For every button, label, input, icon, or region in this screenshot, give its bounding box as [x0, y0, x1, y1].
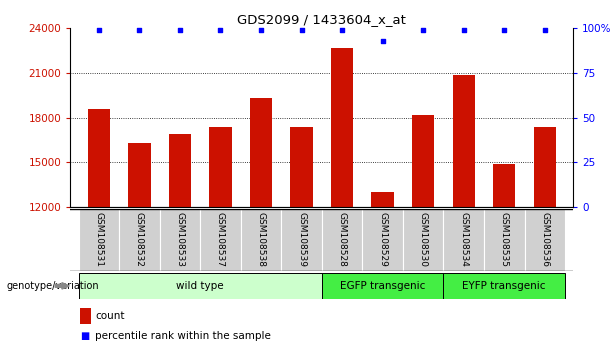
Point [337, 27, 347, 33]
Text: EGFP transgenic: EGFP transgenic [340, 281, 425, 291]
Text: GSM108531: GSM108531 [94, 212, 104, 267]
Bar [209, 127, 232, 207]
Title: GDS2099 / 1433604_x_at: GDS2099 / 1433604_x_at [237, 13, 406, 26]
Bar [159, 209, 200, 271]
Text: GSM108535: GSM108535 [500, 212, 509, 267]
Bar [412, 115, 435, 207]
Point [297, 27, 306, 33]
Bar [331, 48, 353, 207]
Text: genotype/variation: genotype/variation [6, 281, 99, 291]
Bar [88, 109, 110, 207]
Bar [291, 127, 313, 207]
Text: GSM108532: GSM108532 [135, 212, 144, 267]
Bar [443, 209, 484, 271]
Point [459, 27, 468, 33]
Bar [322, 209, 362, 271]
Bar [362, 209, 403, 271]
Bar [128, 143, 151, 207]
Bar [78, 273, 322, 299]
Point [134, 27, 144, 33]
Text: GSM108536: GSM108536 [540, 212, 549, 267]
Bar [322, 273, 443, 299]
Bar [241, 209, 281, 271]
Point [500, 27, 509, 33]
Bar [484, 209, 525, 271]
Bar [493, 164, 516, 207]
Text: percentile rank within the sample: percentile rank within the sample [95, 331, 271, 341]
Bar [78, 209, 119, 271]
Point [418, 27, 428, 33]
Point [94, 27, 104, 33]
Text: GSM108528: GSM108528 [338, 212, 346, 267]
Bar [452, 74, 475, 207]
Text: count: count [95, 311, 124, 321]
Text: ■: ■ [80, 331, 90, 341]
Text: GSM108529: GSM108529 [378, 212, 387, 267]
Bar [250, 98, 272, 207]
Point [256, 27, 266, 33]
Point [378, 38, 387, 44]
Bar [403, 209, 443, 271]
Text: wild type: wild type [177, 281, 224, 291]
Point [540, 27, 550, 33]
Bar [371, 192, 394, 207]
Text: GSM108530: GSM108530 [419, 212, 428, 267]
Bar [169, 134, 191, 207]
Text: GSM108533: GSM108533 [175, 212, 185, 267]
Bar [119, 209, 159, 271]
Text: EYFP transgenic: EYFP transgenic [462, 281, 546, 291]
Point [175, 27, 185, 33]
Bar [200, 209, 241, 271]
Text: GSM108537: GSM108537 [216, 212, 225, 267]
Bar [525, 209, 565, 271]
Bar [443, 273, 565, 299]
Text: GSM108534: GSM108534 [459, 212, 468, 267]
Text: GSM108538: GSM108538 [256, 212, 265, 267]
Bar [281, 209, 322, 271]
Point [216, 27, 226, 33]
Bar [534, 127, 556, 207]
Text: GSM108539: GSM108539 [297, 212, 306, 267]
